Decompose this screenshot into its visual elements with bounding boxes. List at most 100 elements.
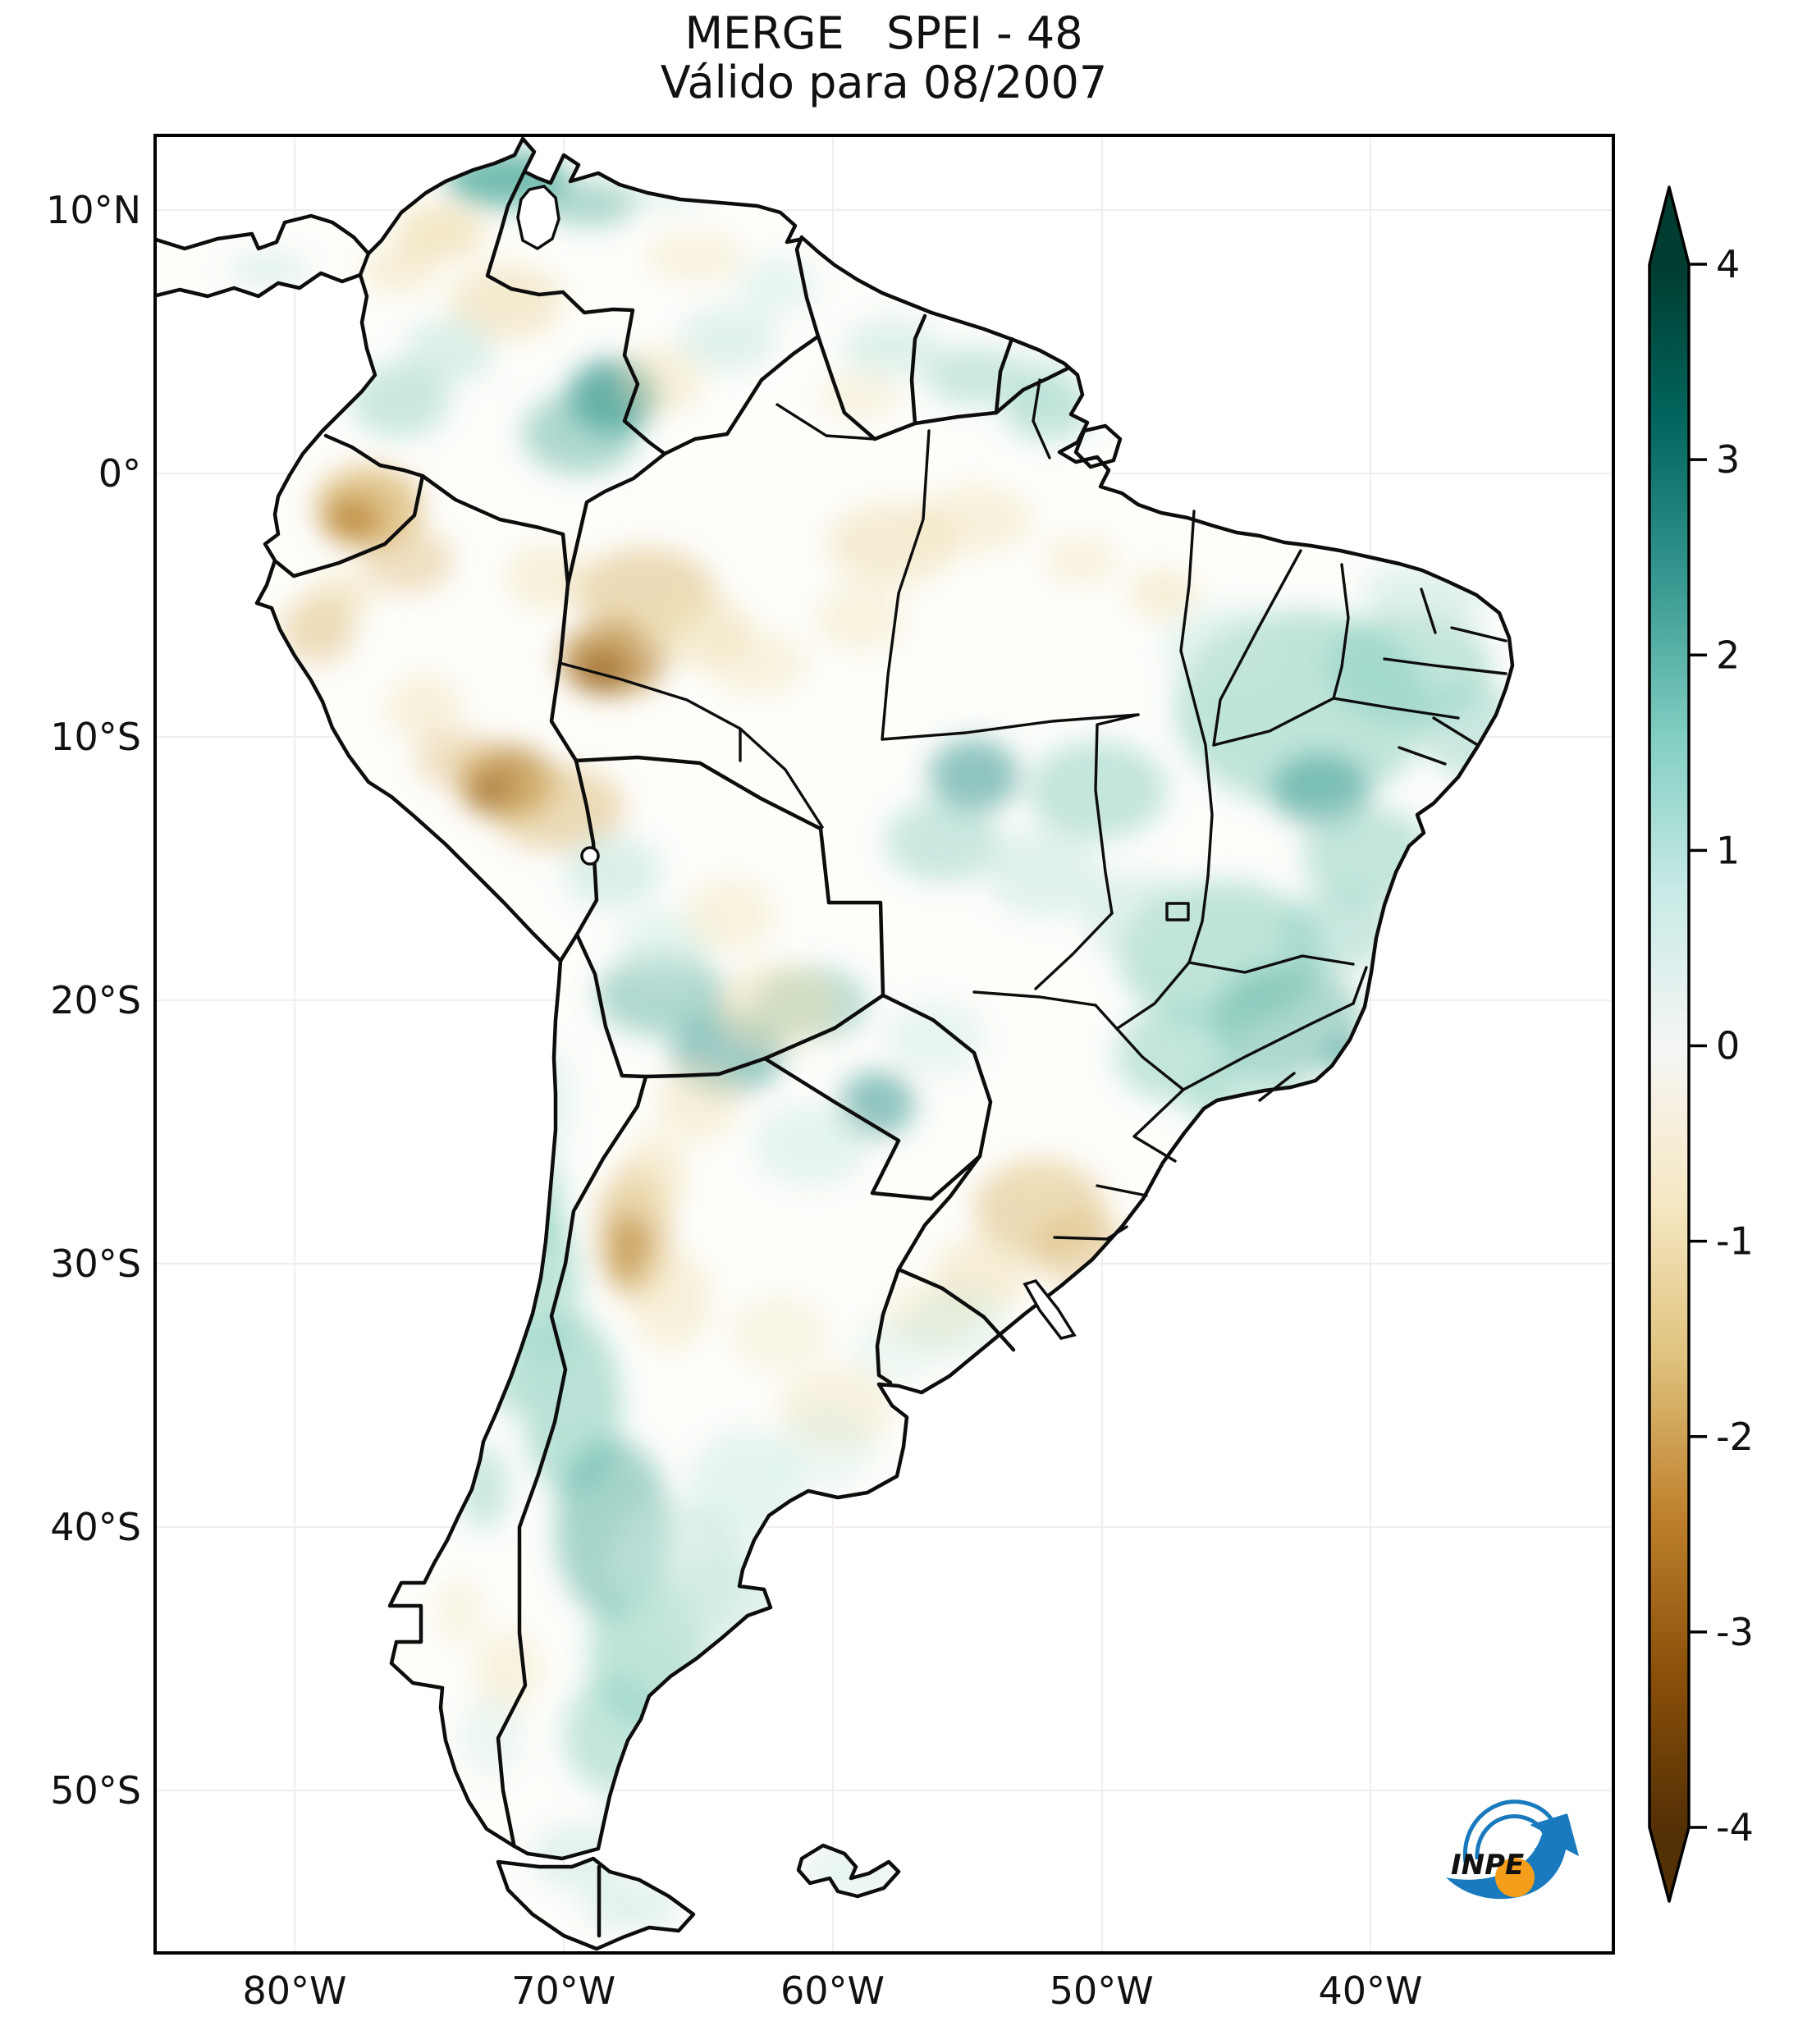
spei-blob bbox=[1044, 536, 1118, 585]
country-border bbox=[913, 410, 999, 426]
country-border bbox=[420, 473, 570, 587]
state-border bbox=[1179, 649, 1214, 878]
spei-blob bbox=[1081, 870, 1196, 960]
colorbar-tick-label: 1 bbox=[1716, 828, 1740, 872]
spei-blob bbox=[1032, 1213, 1130, 1287]
spei-blob bbox=[840, 1071, 915, 1136]
spei-blob bbox=[1128, 569, 1197, 618]
colorbar-bar bbox=[1648, 185, 1690, 1903]
spei-blob bbox=[1279, 890, 1394, 972]
spei-blob bbox=[449, 265, 564, 339]
lake-maracaibo bbox=[516, 185, 560, 251]
country-border bbox=[574, 932, 648, 1079]
spei-blob bbox=[539, 181, 638, 226]
spei-blob bbox=[597, 954, 728, 1036]
state-border bbox=[1420, 588, 1437, 634]
spei-blob bbox=[885, 1001, 984, 1075]
state-border bbox=[1182, 1002, 1355, 1091]
state-border bbox=[1053, 1225, 1128, 1241]
spei-blob bbox=[720, 964, 838, 1046]
spei-blob bbox=[679, 306, 777, 372]
spei-blob bbox=[684, 878, 775, 952]
colorbar: 4 3 2 1 0 -1 -2 -3 -4 bbox=[1648, 185, 1754, 1903]
country-border bbox=[643, 1056, 767, 1079]
spei-blob bbox=[619, 911, 709, 985]
state-border bbox=[1094, 1004, 1185, 1091]
state-border bbox=[1165, 902, 1190, 921]
spei-blob bbox=[1003, 376, 1093, 441]
colorbar-tick-label: 3 bbox=[1716, 437, 1740, 482]
country-border bbox=[794, 235, 821, 339]
spei-blob bbox=[885, 800, 1000, 882]
lon-tick-label: 40°W bbox=[1318, 1969, 1423, 2013]
map-subtitle: Válido para 08/2007 bbox=[660, 57, 1108, 108]
country-border bbox=[896, 1267, 1016, 1352]
state-border bbox=[739, 727, 824, 829]
spei-blob bbox=[1027, 741, 1167, 839]
lat-tick-label: 50°S bbox=[50, 1768, 141, 1813]
spei-blob bbox=[1189, 1063, 1304, 1145]
lat-tick-label: 0° bbox=[98, 451, 141, 496]
spei-blob bbox=[754, 1104, 869, 1186]
logo-orange-ball bbox=[1495, 1858, 1535, 1897]
inpe-logo: INPE bbox=[1446, 1799, 1579, 1900]
country-border bbox=[994, 366, 1070, 415]
spei-blob bbox=[929, 738, 1019, 812]
colorbar-tick-label: -1 bbox=[1716, 1219, 1754, 1264]
state-border bbox=[1034, 912, 1114, 990]
lat-tick-label: 40°S bbox=[50, 1505, 141, 1549]
spei-blob bbox=[1163, 606, 1278, 688]
spei-blob bbox=[910, 1288, 1009, 1362]
lon-tick-label: 80°W bbox=[242, 1969, 347, 2013]
state-border bbox=[775, 403, 876, 441]
lake-titicaca bbox=[580, 846, 600, 866]
state-border bbox=[972, 990, 1097, 1007]
country-border bbox=[323, 433, 425, 478]
state-border bbox=[1332, 563, 1350, 700]
state-border bbox=[1132, 1088, 1185, 1163]
country-border bbox=[662, 334, 821, 456]
spei-blob bbox=[582, 1882, 680, 1931]
lakes bbox=[516, 185, 1077, 1340]
country-border bbox=[762, 993, 885, 1061]
state-border bbox=[1094, 713, 1140, 915]
country-border bbox=[762, 1056, 982, 1201]
lagoa-dos-patos bbox=[1023, 1278, 1077, 1340]
spei-blob bbox=[777, 1406, 876, 1488]
spei-blob bbox=[629, 1250, 711, 1348]
state-border bbox=[1332, 697, 1460, 720]
country-border bbox=[994, 336, 1014, 415]
spei-blob bbox=[396, 203, 486, 261]
state-borders bbox=[558, 378, 1507, 1241]
lat-tick-label: 20°S bbox=[50, 978, 141, 1022]
spei-blob bbox=[736, 257, 818, 314]
spei-blob bbox=[985, 827, 1103, 917]
lat-tick-label: 30°S bbox=[50, 1241, 141, 1286]
country-border bbox=[485, 169, 667, 456]
state-border bbox=[1450, 626, 1507, 642]
spei-blob bbox=[621, 347, 703, 413]
country-border bbox=[558, 932, 579, 963]
spei-blob bbox=[564, 835, 662, 909]
state-border bbox=[881, 429, 931, 741]
spei-blob bbox=[621, 1135, 687, 1217]
spei-blob bbox=[350, 364, 449, 437]
state-border bbox=[1096, 1184, 1148, 1197]
state-border bbox=[1116, 961, 1191, 1030]
spei-blob bbox=[324, 496, 382, 542]
lat-tick-label: 10°N bbox=[46, 188, 141, 232]
spei-blob bbox=[1271, 753, 1370, 827]
country-border bbox=[574, 755, 885, 998]
country-border bbox=[574, 758, 599, 937]
spei-blob bbox=[1009, 1161, 1074, 1210]
spei-blob bbox=[523, 392, 638, 474]
colorbar-tick-label: -2 bbox=[1716, 1415, 1754, 1459]
country-borders bbox=[274, 169, 1070, 1938]
spei-blob bbox=[707, 630, 806, 696]
spei-blob bbox=[564, 1676, 662, 1791]
lon-tick-label: 60°W bbox=[780, 1969, 885, 2013]
spei-blob bbox=[646, 232, 744, 281]
spei-blob bbox=[459, 1447, 508, 1529]
spei-blob bbox=[434, 1578, 483, 1644]
